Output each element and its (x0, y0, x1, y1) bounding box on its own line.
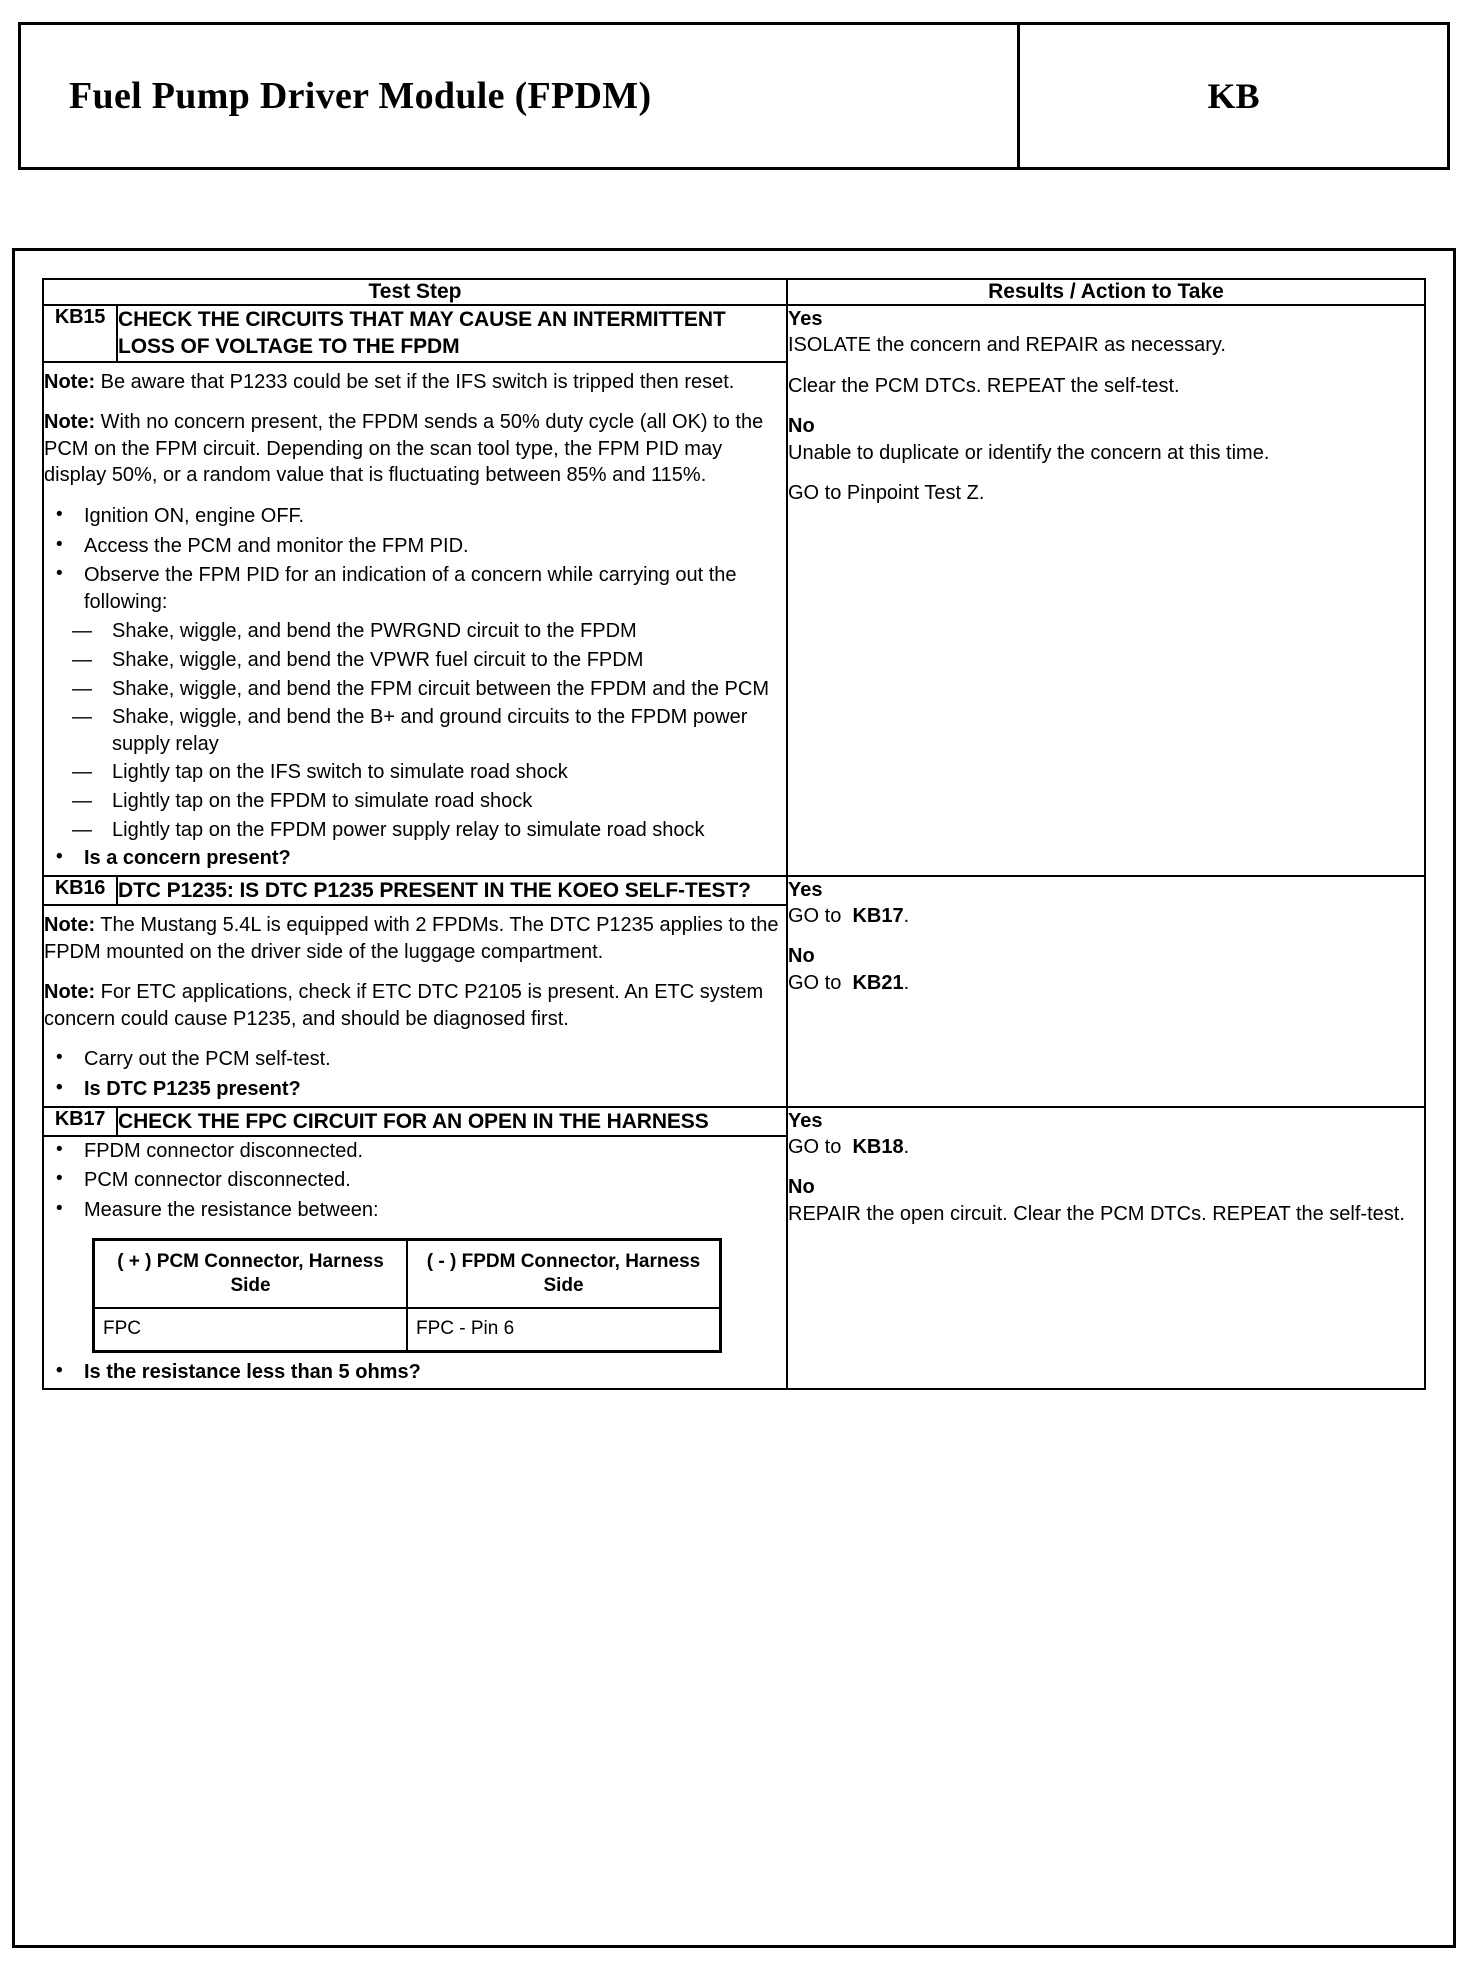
goto-target: KB21 (852, 971, 904, 994)
note-text: For ETC applications, check if ETC DTC P… (44, 981, 764, 1030)
goto-prefix: GO to (788, 971, 842, 994)
results-no-line2: GO to Pinpoint Test Z. (788, 481, 985, 504)
results-yes-block-kb15: Yes ISOLATE the concern and REPAIR as ne… (788, 306, 1424, 399)
table-row: Note: Be aware that P1233 could be set i… (42, 360, 1425, 877)
table-row: Note: The Mustang 5.4L is equipped with … (42, 903, 1425, 1108)
page-header: Fuel Pump Driver Module (FPDM) KB (18, 22, 1450, 170)
list-item: Access the PCM and monitor the FPM PID. (44, 532, 786, 560)
goto-target: KB17 (852, 905, 904, 928)
list-item: Observe the FPM PID for an indication of… (44, 561, 786, 615)
step-question-kb15: Is a concern present? (44, 844, 786, 872)
note-2-kb15: Note: With no concern present, the FPDM … (44, 409, 786, 489)
table-row: KB17 CHECK THE FPC CIRCUIT FOR AN OPEN I… (42, 1105, 1426, 1391)
note-1-kb15: Note: Be aware that P1233 could be set i… (44, 369, 786, 396)
results-yes-goto: GO to KB17. (788, 905, 910, 928)
table-row: KB15 CHECK THE CIRCUITS THAT MAY CAUSE A… (42, 304, 1426, 877)
step-body-kb17: FPDM connector disconnected. PCM connect… (42, 1134, 788, 1391)
list-item: Shake, wiggle, and bend the PWRGND circu… (70, 618, 786, 645)
connector-cell-pcm: FPC (92, 1307, 408, 1353)
pinpoint-test-table: Test Step Results / Action to Take KB15 … (42, 278, 1426, 1391)
list-item: Lightly tap on the FPDM power supply rel… (70, 817, 786, 844)
results-no-line1: REPAIR the open circuit. Clear the PCM D… (788, 1202, 1405, 1225)
step-id-kb15: KB15 (42, 304, 118, 363)
goto-prefix: GO to (788, 905, 842, 928)
step-body-kb15: Note: Be aware that P1233 could be set i… (42, 360, 788, 877)
list-item: Ignition ON, engine OFF. (44, 502, 786, 530)
connector-header-fpdm: ( - ) FPDM Connector, Harness Side (406, 1238, 722, 1310)
step-id-kb16: KB16 (42, 874, 118, 906)
results-yes-block-kb17: Yes GO to KB18. (788, 1108, 1424, 1161)
results-cell-kb15: Yes ISOLATE the concern and REPAIR as ne… (786, 304, 1426, 877)
connector-cell-fpdm: FPC - Pin 6 (406, 1307, 722, 1353)
step-dash-wrap-kb15: Shake, wiggle, and bend the PWRGND circu… (44, 618, 786, 843)
results-cell-kb17: Yes GO to KB18. No REPAIR the open circu… (786, 1105, 1426, 1391)
column-header-test-step: Test Step (42, 278, 788, 306)
step-dash-list-kb15: Shake, wiggle, and bend the PWRGND circu… (70, 618, 786, 843)
results-yes-line1: ISOLATE the concern and REPAIR as necess… (788, 334, 1226, 357)
page-frame (12, 248, 1456, 1948)
results-no-line1: Unable to duplicate or identify the conc… (788, 441, 1270, 464)
table-header-row: ( + ) PCM Connector, Harness Side ( - ) … (92, 1238, 722, 1310)
results-yes-block-kb16: Yes GO to KB17. (788, 877, 1424, 930)
results-no-block-kb16: No GO to KB21. (788, 943, 1424, 996)
step-bullet-list-kb15: Ignition ON, engine OFF. Access the PCM … (44, 502, 786, 615)
table-row: FPC FPC - Pin 6 (92, 1307, 722, 1353)
step-question-list-kb15: Is a concern present? (44, 844, 786, 872)
list-item: Lightly tap on the IFS switch to simulat… (70, 759, 786, 786)
section-code-badge: KB (1207, 76, 1260, 116)
step-title-kb15: CHECK THE CIRCUITS THAT MAY CAUSE AN INT… (116, 304, 788, 363)
note-label: Note: (44, 981, 96, 1004)
column-header-results: Results / Action to Take (786, 278, 1426, 306)
step-question-kb17: Is the resistance less than 5 ohms? (44, 1358, 786, 1386)
list-item: Carry out the PCM self-test. (44, 1045, 786, 1073)
results-yes-goto: GO to KB18. (788, 1135, 910, 1158)
list-item: Lightly tap on the FPDM to simulate road… (70, 788, 786, 815)
results-no-label: No (788, 945, 815, 968)
results-cell-kb16: Yes GO to KB17. No GO to KB21. (786, 874, 1426, 1108)
table-row: KB16 DTC P1235: IS DTC P1235 PRESENT IN … (42, 874, 1426, 1108)
list-item: Shake, wiggle, and bend the B+ and groun… (70, 704, 786, 757)
results-no-block-kb17: No REPAIR the open circuit. Clear the PC… (788, 1174, 1424, 1227)
goto-prefix: GO to (788, 1135, 842, 1158)
header-title-cell: Fuel Pump Driver Module (FPDM) (21, 25, 1020, 167)
results-no-label: No (788, 415, 815, 438)
note-text: The Mustang 5.4L is equipped with 2 FPDM… (44, 913, 779, 963)
step-question-kb16: Is DTC P1235 present? (44, 1075, 786, 1103)
note-text: Be aware that P1233 could be set if the … (95, 370, 735, 393)
results-yes-label: Yes (788, 878, 823, 901)
step-title-kb16: DTC P1235: IS DTC P1235 PRESENT IN THE K… (116, 874, 788, 906)
note-label: Note: (44, 411, 96, 434)
step-body-kb16: Note: The Mustang 5.4L is equipped with … (42, 903, 788, 1108)
header-code-cell: KB (1020, 25, 1447, 167)
step-bullet-list-kb17: FPDM connector disconnected. PCM connect… (44, 1137, 786, 1224)
note-label: Note: (44, 913, 96, 936)
results-yes-label: Yes (788, 1109, 823, 1132)
step-title-kb17: CHECK THE FPC CIRCUIT FOR AN OPEN IN THE… (116, 1105, 788, 1137)
list-item: Measure the resistance between: (44, 1196, 786, 1224)
note-1-kb16: Note: The Mustang 5.4L is equipped with … (44, 912, 786, 965)
list-item: Shake, wiggle, and bend the FPM circuit … (70, 676, 786, 703)
results-no-goto: GO to KB21. (788, 971, 910, 994)
note-text: With no concern present, the FPDM sends … (44, 411, 764, 487)
note-2-kb16: Note: For ETC applications, check if ETC… (44, 979, 786, 1032)
results-no-label: No (788, 1176, 815, 1199)
goto-target: KB18 (852, 1135, 904, 1158)
step-question-list-kb17: Is the resistance less than 5 ohms? (44, 1358, 786, 1386)
step-id-kb17: KB17 (42, 1105, 118, 1137)
connector-header-pcm: ( + ) PCM Connector, Harness Side (92, 1238, 408, 1310)
results-yes-line2: Clear the PCM DTCs. REPEAT the self-test… (788, 374, 1180, 397)
note-label: Note: (44, 370, 96, 393)
results-no-block-kb15: No Unable to duplicate or identify the c… (788, 413, 1424, 506)
connector-measurement-table: ( + ) PCM Connector, Harness Side ( - ) … (92, 1237, 722, 1353)
list-item: FPDM connector disconnected. (44, 1137, 786, 1165)
step-bullet-list-kb16: Carry out the PCM self-test. Is DTC P123… (44, 1045, 786, 1103)
list-item: PCM connector disconnected. (44, 1166, 786, 1194)
results-yes-label: Yes (788, 308, 823, 330)
page-title: Fuel Pump Driver Module (FPDM) (69, 75, 652, 117)
table-row: FPDM connector disconnected. PCM connect… (42, 1134, 1425, 1391)
table-header-row: Test Step Results / Action to Take (42, 278, 1426, 306)
list-item: Shake, wiggle, and bend the VPWR fuel ci… (70, 647, 786, 674)
